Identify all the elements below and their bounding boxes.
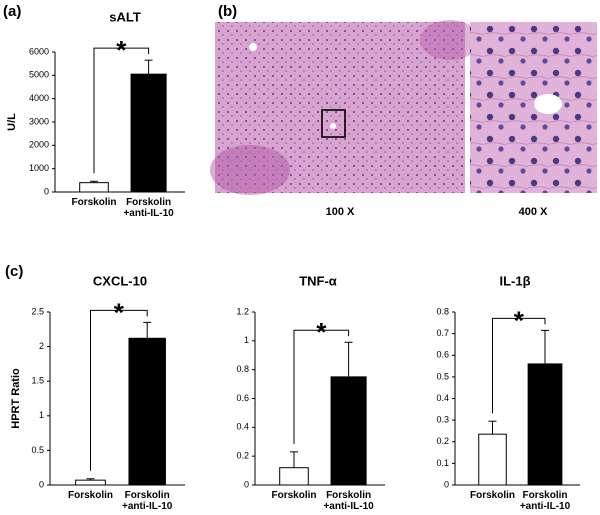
chart-title: IL-1β	[499, 273, 530, 288]
chart-title: TNF-α	[299, 273, 337, 288]
histology-400x	[470, 22, 597, 193]
y-tick-label: 1000	[29, 163, 49, 173]
y-tick-label: 0.3	[436, 415, 449, 425]
significance-bracket	[93, 47, 150, 174]
bar	[128, 337, 166, 486]
histology-vessel	[330, 123, 336, 129]
panel-label: (c)	[5, 263, 23, 280]
bar	[279, 467, 309, 486]
y-tick-label: 0.5	[31, 445, 44, 455]
x-tick-label: Forskolin	[71, 197, 117, 208]
y-tick-label: 1.5	[31, 376, 44, 386]
bar	[130, 73, 167, 193]
histology-region	[420, 20, 480, 60]
y-tick-label: 6000	[29, 46, 49, 56]
y-tick-label: 0.8	[236, 364, 249, 374]
annotation: *	[316, 317, 327, 347]
y-tick-label: 0.6	[236, 393, 249, 403]
image-label: 400 X	[519, 206, 548, 218]
annotation: *	[514, 305, 525, 335]
bar	[330, 376, 367, 486]
significance-bracket	[90, 309, 148, 471]
y-axis-label: U/L	[6, 113, 18, 131]
y-tick-label: 0.2	[236, 451, 249, 461]
bar	[75, 479, 106, 486]
panel-label: (b)	[218, 3, 237, 20]
y-tick-label: 0.6	[436, 350, 449, 360]
y-tick-label: 2000	[29, 140, 49, 150]
x-tick-label: Forskolin	[67, 490, 113, 501]
y-axis-label: HPRT Ratio	[10, 368, 22, 429]
chart-title: CXCL-10	[93, 273, 147, 288]
y-tick-label: 0	[39, 479, 44, 489]
bar	[79, 182, 109, 193]
bar	[527, 363, 563, 486]
x-tick-label: Forskolin +anti-IL-10	[519, 490, 571, 512]
y-tick-label: 2.5	[31, 306, 44, 316]
x-tick-label: Forskolin +anti-IL-10	[323, 490, 374, 512]
y-tick-label: 0.7	[436, 328, 449, 338]
annotation: *	[116, 35, 127, 65]
x-tick-label: Forskolin	[271, 490, 317, 501]
y-tick-label: 0	[244, 479, 249, 489]
image-label: 100 X	[326, 206, 355, 218]
zoom-box	[321, 109, 346, 138]
chart-title: sALT	[109, 9, 141, 24]
bar	[478, 433, 507, 486]
y-tick-label: 0.8	[436, 306, 449, 316]
y-tick-label: 4000	[29, 93, 49, 103]
y-tick-label: 5000	[29, 70, 49, 80]
y-tick-label: 1	[244, 335, 249, 345]
y-tick-label: 0.5	[436, 371, 449, 381]
histology-vessel	[534, 94, 562, 114]
histology-region	[210, 145, 290, 195]
y-tick-label: 0.4	[436, 393, 449, 403]
x-tick-label: Forskolin	[469, 490, 515, 501]
x-tick-label: Forskolin +anti-IL-10	[122, 490, 173, 512]
y-tick-label: 0.1	[436, 458, 449, 468]
y-tick-label: 0	[44, 186, 49, 196]
y-tick-label: 0.2	[436, 436, 449, 446]
x-tick-label: Forskolin +anti-IL-10	[123, 197, 174, 219]
y-tick-label: 1.2	[236, 306, 249, 316]
y-tick-label: 2	[39, 341, 44, 351]
significance-bracket	[293, 329, 350, 444]
histology-vessel	[249, 43, 257, 51]
annotation: *	[114, 297, 125, 327]
y-tick-label: 1	[39, 410, 44, 420]
y-tick-label: 0	[444, 479, 449, 489]
y-tick-label: 3000	[29, 116, 49, 126]
significance-bracket	[492, 317, 546, 414]
y-tick-label: 0.4	[236, 422, 249, 432]
panel-label: (a)	[3, 3, 21, 20]
